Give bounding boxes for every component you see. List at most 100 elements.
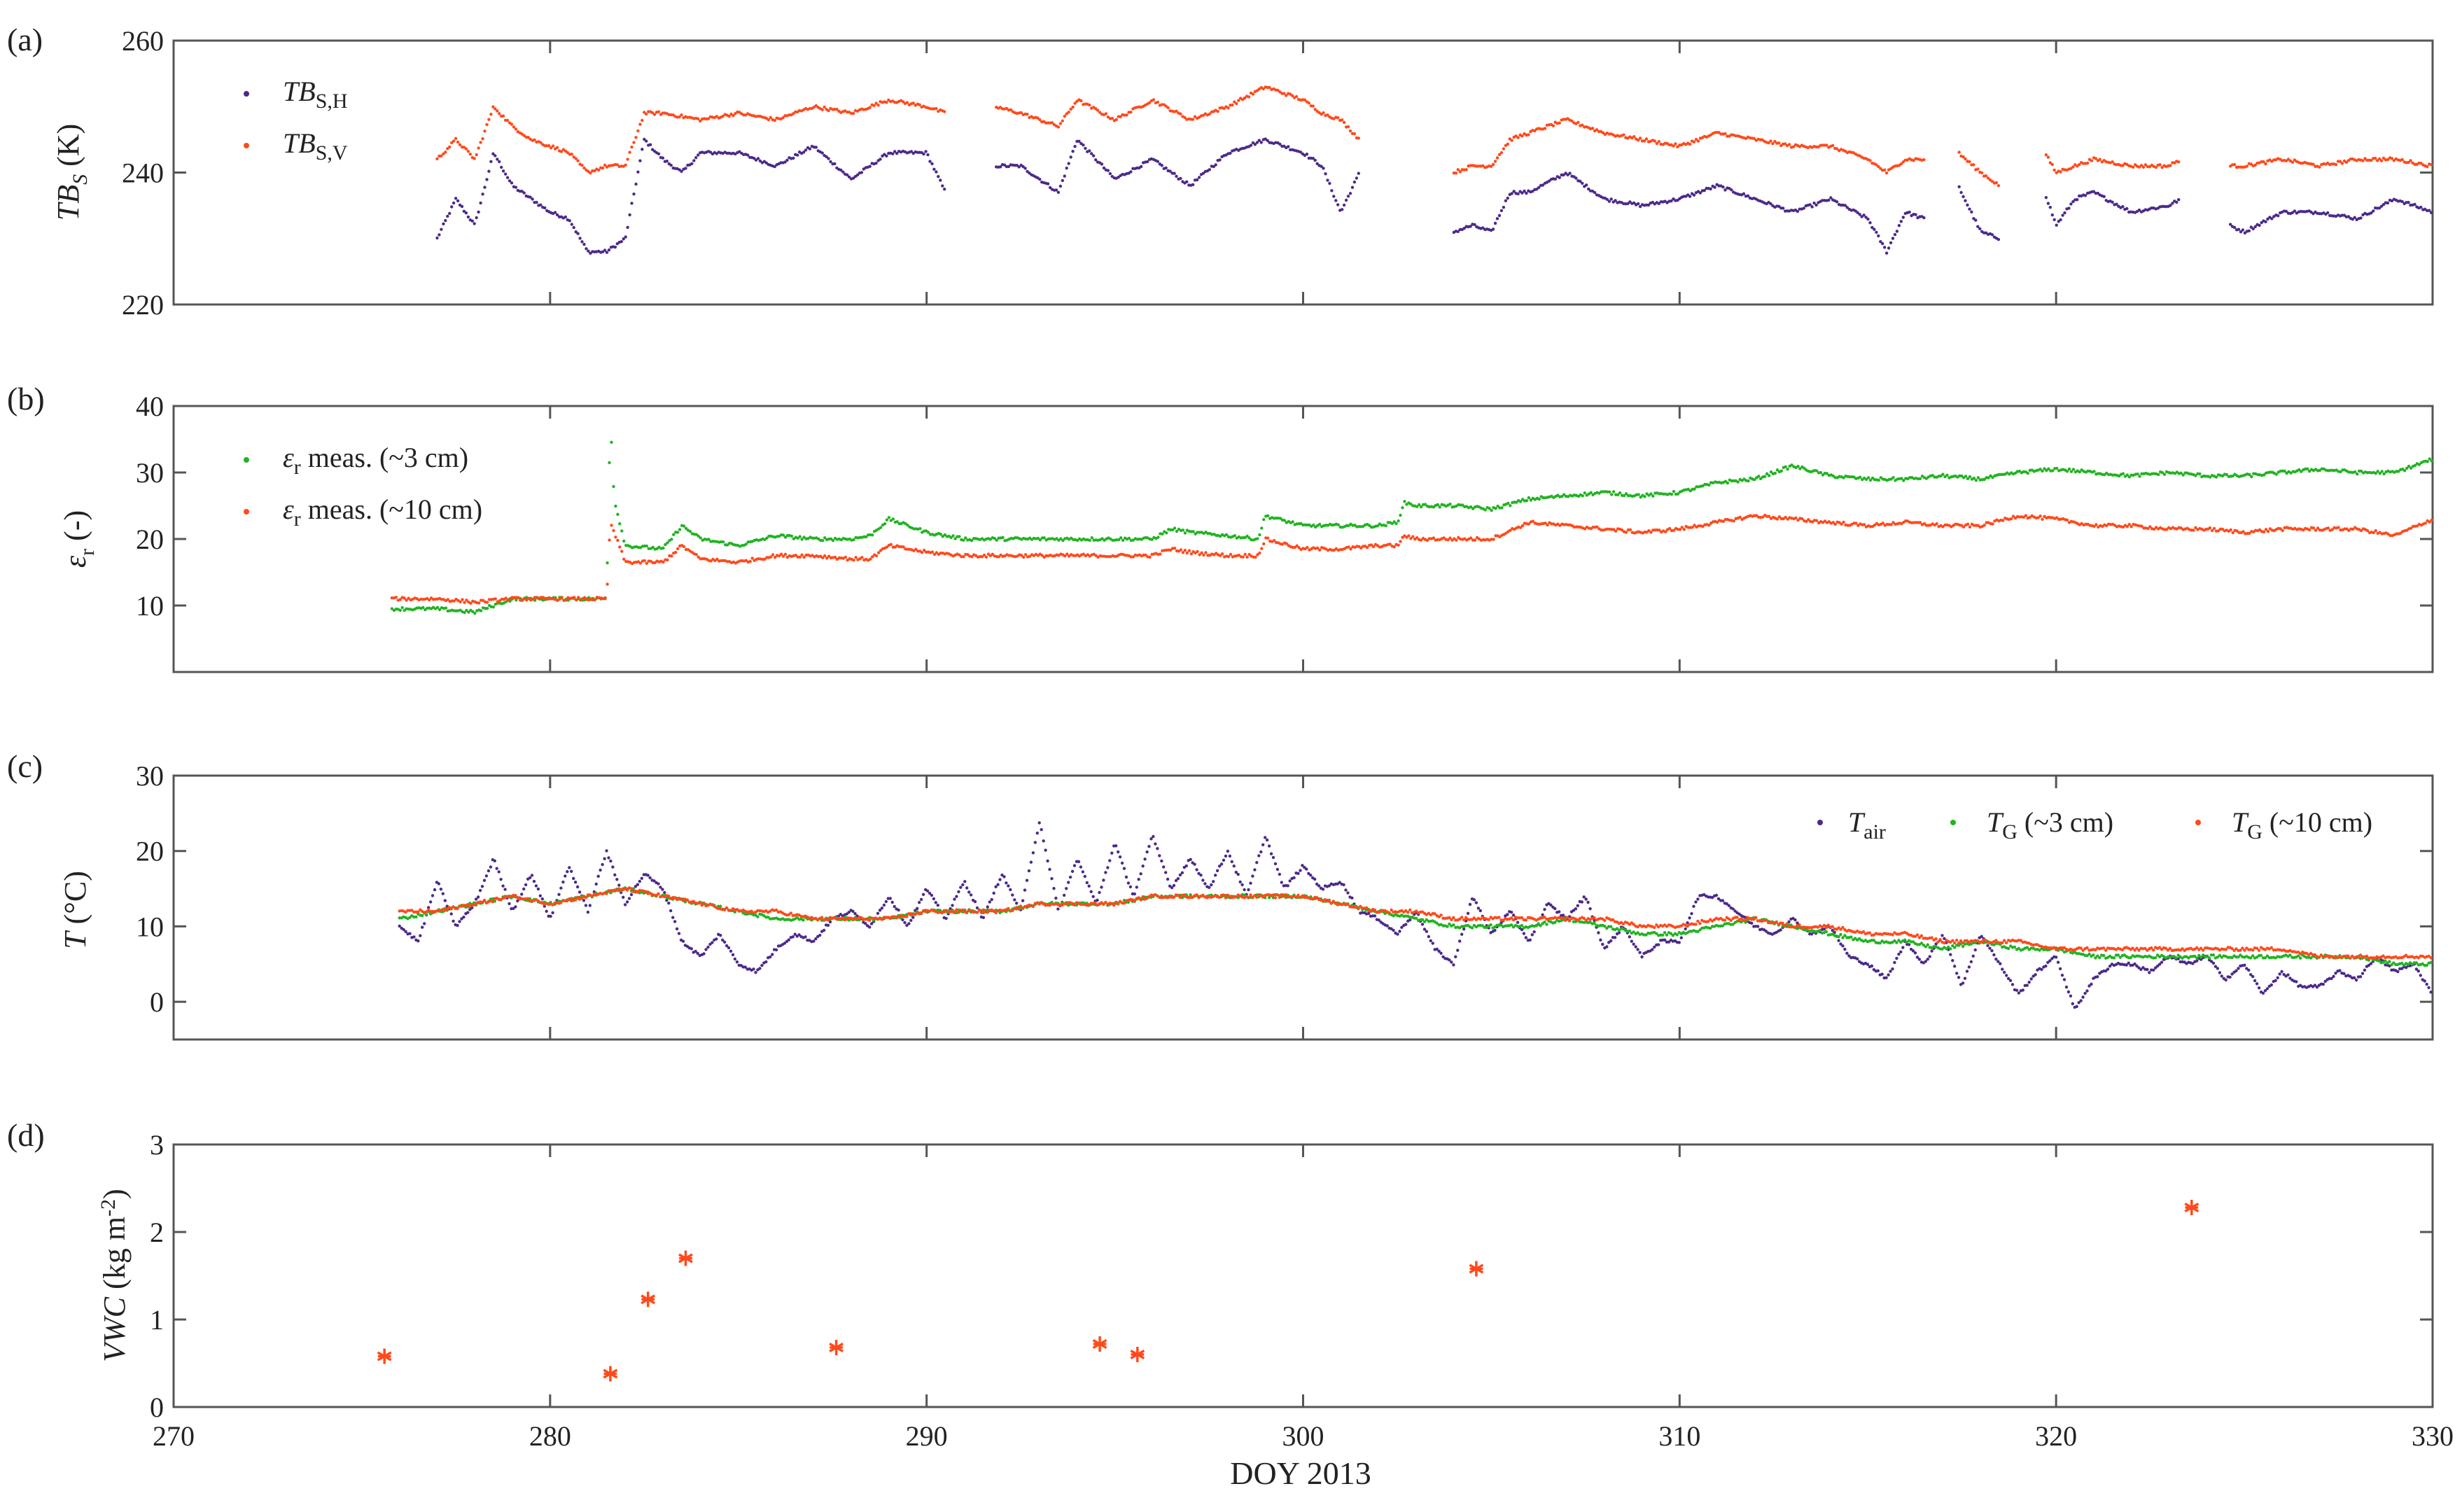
y-axis-title-main: TB [51, 185, 85, 220]
legend-label-main: ε [283, 493, 294, 525]
legend-label-rest: (~3 cm) [2017, 806, 2113, 838]
x-tick-label: 280 [529, 1420, 571, 1452]
panel-d: (d) 0 1 2 3 270 280 290 300 310 320 330 VWC (kg m-… [7, 1117, 2454, 1452]
legend-label-rest: meas. (~3 cm) [301, 442, 468, 473]
y-axis-title-sup: -2 [97, 1199, 120, 1217]
legend-marker [244, 509, 249, 514]
y-axis-title-unit: (kg m [97, 1217, 132, 1297]
y-axis-title: εr (-) [58, 510, 99, 568]
legend-label: TBS,H [283, 76, 348, 113]
y-axis-title-main: ε [58, 555, 92, 568]
legend-entry-er3: εr meas. (~3 cm) [244, 442, 468, 479]
legend-entry-tg3: TG (~3 cm) [1950, 806, 2113, 844]
y-axis-title: TBS (K) [51, 124, 92, 220]
y-tick-label: 1 [150, 1304, 164, 1336]
legend-label-main: T [1987, 806, 2004, 838]
x-tick-label: 310 [1658, 1420, 1700, 1452]
panel-label: (d) [7, 1117, 45, 1153]
y-tick-label: 0 [150, 1392, 164, 1423]
legend-label-rest: (~10 cm) [2262, 806, 2372, 838]
y-axis-title-sub: S [69, 174, 92, 185]
y-tick-label: 220 [122, 289, 164, 321]
y-tick-label: 240 [122, 158, 164, 189]
x-axis-title: DOY 2013 [1230, 1455, 1371, 1491]
x-tick-label: 330 [2412, 1420, 2454, 1452]
data-point [641, 1292, 656, 1308]
y-axis-title-close: ) [97, 1189, 132, 1199]
legend-label: εr meas. (~10 cm) [283, 493, 482, 531]
legend: εr meas. (~3 cm) εr meas. (~10 cm) [244, 442, 482, 531]
legend-entry-tg10: TG (~10 cm) [2195, 806, 2372, 844]
legend-marker [1817, 820, 1823, 825]
legend-marker [244, 457, 249, 463]
series-dots [398, 821, 2433, 1009]
data-point [1092, 1336, 1107, 1352]
x-tick-label: 320 [2035, 1420, 2077, 1452]
legend-label-sub: G [2247, 820, 2262, 844]
legend-marker [244, 91, 249, 97]
y-tick-label: 10 [136, 911, 164, 942]
y-tick-label: 30 [136, 760, 164, 792]
legend: TBS,H TBS,V [244, 76, 348, 164]
legend-label-sub: S,V [316, 141, 348, 164]
data-point [829, 1340, 844, 1355]
legend-label-main: TB [283, 127, 316, 159]
legend-entry-tair: Tair [1817, 806, 1886, 844]
legend-marker [244, 143, 249, 148]
data-point [678, 1250, 693, 1266]
y-tick-label: 10 [136, 590, 164, 622]
legend-label-main: ε [283, 442, 294, 473]
panel-label: (c) [7, 748, 43, 784]
legend-label-sub: r [294, 456, 301, 479]
y-tick-label: 20 [136, 836, 164, 867]
y-axis-title-main: T [58, 930, 92, 949]
legend-label-rest: meas. (~10 cm) [301, 493, 482, 525]
legend-entry-tbsv: TBS,V [244, 127, 348, 164]
series-dots [398, 886, 2433, 960]
panel-label: (b) [7, 381, 45, 416]
panel-label: (a) [7, 22, 43, 57]
y-axis-title: VWC (kg m-2) [97, 1189, 132, 1362]
y-tick-label: 2 [150, 1217, 164, 1248]
data-point [603, 1366, 618, 1382]
y-tick-label: 20 [136, 524, 164, 555]
legend-entry-tbsh: TBS,H [244, 76, 348, 113]
legend-label-main: T [1848, 806, 1866, 838]
y-axis-title-unit: (K) [51, 124, 85, 174]
data-point [1130, 1347, 1145, 1362]
x-tick-label: 300 [1282, 1420, 1324, 1452]
y-axis-title-unit: (°C) [58, 871, 92, 932]
y-tick-label: 260 [122, 25, 164, 57]
legend-label: TG (~3 cm) [1987, 806, 2113, 844]
legend-label-sub: G [2002, 820, 2017, 844]
y-tick-label: 0 [150, 986, 164, 1018]
legend-entry-er10: εr meas. (~10 cm) [244, 493, 482, 531]
data-point [377, 1348, 392, 1364]
legend-label: TBS,V [283, 127, 348, 164]
series-2 [398, 886, 2433, 960]
y-tick-label: 3 [150, 1129, 164, 1161]
legend-label-main: TB [283, 76, 316, 107]
legend-label: TG (~10 cm) [2232, 806, 2372, 844]
data-point [1469, 1261, 1484, 1277]
series-0 [398, 821, 2433, 1009]
x-tick-label: 290 [906, 1420, 948, 1452]
x-tick-label: 270 [153, 1420, 195, 1452]
legend-label-sub: S,H [316, 90, 348, 113]
legend-label: εr meas. (~3 cm) [283, 442, 468, 479]
legend: Tair TG (~3 cm) TG (~10 cm) [1817, 806, 2372, 844]
y-axis-title-unit: (-) [58, 510, 92, 549]
y-tick-label: 40 [136, 391, 164, 422]
legend-label: Tair [1848, 806, 1886, 844]
legend-label-main: T [2232, 806, 2249, 838]
y-axis-title: T (°C) [58, 871, 92, 949]
y-tick-label: 30 [136, 457, 164, 489]
legend-marker [1950, 820, 1956, 825]
y-axis-title-sub: r [76, 549, 99, 556]
legend-label-sub: air [1863, 820, 1886, 844]
data-point [2184, 1200, 2199, 1215]
